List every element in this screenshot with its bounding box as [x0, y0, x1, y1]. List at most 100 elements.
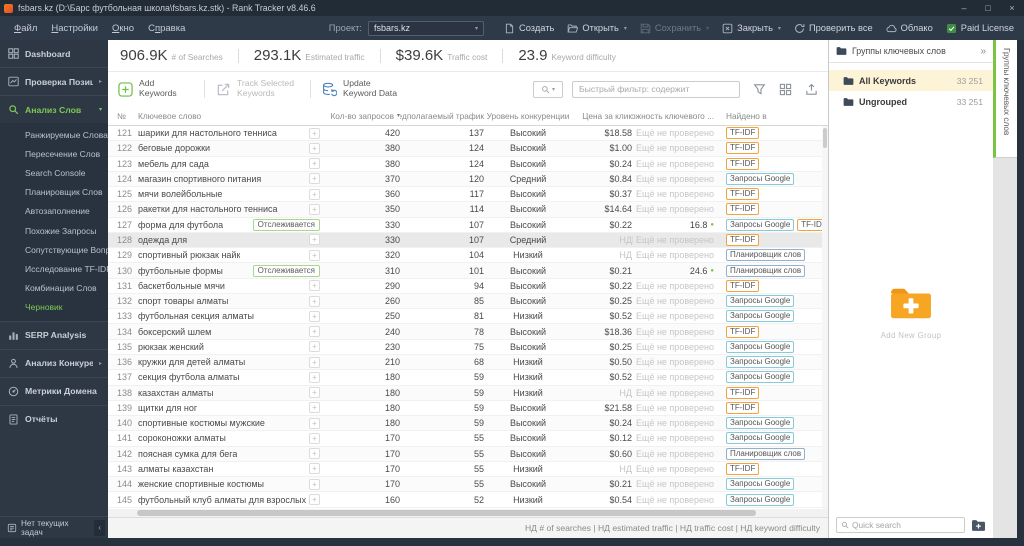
add-to-tracking-button[interactable]: + [309, 203, 320, 215]
maximize-button[interactable]: □ [985, 3, 991, 13]
filter-funnel-icon[interactable] [753, 83, 766, 96]
track-selected-button[interactable]: Track Selected Keywords [216, 78, 299, 99]
add-to-tracking-button[interactable]: + [309, 280, 320, 292]
table-row[interactable]: 127 форма для футбола Отслеживается 330 107 В… [108, 218, 828, 233]
sidebar-subitem-1[interactable]: Пересечение Слов [25, 148, 101, 159]
column-header-6[interactable]: Цена за клик [582, 110, 632, 121]
table-row[interactable]: 140 спортивные костюмы мужские +180 59 Высок… [108, 416, 828, 432]
vertical-scrollbar[interactable] [822, 126, 828, 509]
group-item-0[interactable]: All Keywords 33 251 [829, 70, 993, 91]
add-to-tracking-button[interactable]: + [309, 463, 320, 475]
menu-action-3[interactable]: Закрыть ▾ [722, 23, 781, 34]
export-icon[interactable] [805, 83, 818, 96]
table-row[interactable]: 124 магазин спортивного питания +370 120 Сре… [108, 171, 828, 188]
minimize-button[interactable]: – [961, 3, 967, 13]
table-row[interactable]: 129 спортивный рюкзак найк +320 104 Низкий НД… [108, 248, 828, 264]
table-row[interactable]: 123 мебель для сада +380 124 Высокий $0.24 Ещё… [108, 157, 828, 172]
add-to-tracking-button[interactable]: + [309, 402, 320, 414]
add-to-tracking-button[interactable]: + [309, 387, 320, 399]
menu-action-2[interactable]: Сохранить ▾ [640, 23, 709, 34]
table-row[interactable]: 121 шарики для настольного тенниса +420 137… [108, 126, 828, 142]
table-row[interactable]: 135 рюкзак женский +230 75 Высокий $0.25 Ещё н… [108, 340, 828, 355]
groups-vertical-tab[interactable]: Группы ключевых слов [993, 40, 1017, 158]
table-row[interactable]: 125 мячи волейбольные +360 117 Высокий $0.37 Е… [108, 187, 828, 203]
add-to-tracking-button[interactable]: + [309, 188, 320, 200]
add-to-tracking-button[interactable]: + [309, 356, 320, 368]
menu-action-6[interactable]: Paid License [946, 23, 1014, 34]
table-row[interactable]: 126 ракетки для настольного тенниса +350 11… [108, 202, 828, 218]
chevron-down-icon[interactable]: ▾ [777, 25, 781, 32]
table-row[interactable]: 143 алматы казахстан +170 55 Низкий НД Ещё не … [108, 462, 828, 478]
sidebar-item-b2[interactable]: Метрики Домена [0, 378, 108, 405]
column-header-5[interactable]: Уровень конкуренции [486, 110, 570, 121]
menubar-item-1[interactable]: Настройки [51, 22, 98, 34]
add-to-tracking-button[interactable]: + [309, 417, 320, 429]
table-row[interactable]: 138 казахстан алматы +180 59 Низкий НД Ещё не … [108, 385, 828, 401]
horizontal-scrollbar[interactable] [108, 509, 828, 517]
add-keywords-button[interactable]: Add Keywords [118, 78, 193, 99]
column-header-2[interactable]: Ключевое слово [138, 110, 202, 121]
table-row[interactable]: 122 беговые дорожки +380 124 Высокий $1.00 Ещё… [108, 141, 828, 157]
column-header-3[interactable]: Кол-во запросов ▾ [330, 110, 400, 121]
table-row[interactable]: 141 сороконожки алматы +170 55 Высокий $0.12 Е… [108, 431, 828, 447]
add-to-tracking-button[interactable]: + [309, 142, 320, 154]
sidebar-subitem-2[interactable]: Search Console [25, 167, 86, 178]
column-header-7[interactable]: Сложность ключевого ... [632, 110, 714, 121]
new-group-icon-button[interactable] [971, 519, 986, 532]
collapse-panel-button[interactable]: » [980, 45, 986, 57]
quick-filter-input[interactable] [572, 80, 740, 98]
chevron-down-icon[interactable]: ▾ [623, 25, 627, 32]
add-to-tracking-button[interactable]: + [309, 341, 320, 353]
menubar-item-2[interactable]: Окно [111, 22, 135, 34]
layout-grid-icon[interactable] [779, 83, 792, 96]
add-to-tracking-button[interactable]: + [309, 249, 320, 261]
sidebar-subitem-0[interactable]: Ранжируемые Слова [25, 129, 108, 140]
table-row[interactable]: 131 баскетбольные мячи +290 94 Высокий $0.22 Е… [108, 279, 828, 294]
add-to-tracking-button[interactable]: + [309, 371, 320, 383]
sidebar-subitem-9[interactable]: Черновик [25, 302, 63, 313]
column-header-4[interactable]: Предполагаемый трафик [400, 110, 484, 121]
add-to-tracking-button[interactable]: + [309, 326, 320, 338]
sidebar-item-2[interactable]: Анализ Слов ▾ [0, 96, 108, 123]
add-to-tracking-button[interactable]: + [309, 158, 320, 170]
scrollbar-thumb[interactable] [136, 510, 756, 516]
sidebar-subitem-4[interactable]: Автозаполнение [25, 206, 90, 217]
table-row[interactable]: 142 поясная сумка для бега +170 55 Высокий $0… [108, 446, 828, 462]
project-select[interactable]: fsbars.kz ▾ [368, 20, 485, 36]
menu-action-5[interactable]: Облако [886, 23, 933, 34]
table-row[interactable]: 128 одежда для +330 107 Средний НД Ещё не пров… [108, 232, 828, 249]
add-to-tracking-button[interactable]: + [309, 432, 320, 444]
scrollbar-thumb[interactable] [823, 128, 827, 148]
filter-type-select[interactable]: ▾ [533, 80, 563, 98]
add-to-tracking-button[interactable]: + [309, 310, 320, 322]
add-to-tracking-button[interactable]: + [309, 448, 320, 460]
sidebar-item-b1[interactable]: Анализ Конкурентов▸ [0, 350, 108, 377]
menu-action-4[interactable]: Проверить все [794, 23, 873, 34]
sidebar-subitem-3[interactable]: Планировщик Слов [25, 187, 103, 198]
sidebar-item-b3[interactable]: Отчёты [0, 406, 108, 433]
sidebar-item-b0[interactable]: SERP Analysis [0, 322, 108, 349]
column-header-1[interactable]: № [117, 110, 126, 121]
column-header-8[interactable]: Найдено в [726, 110, 767, 121]
quick-search-input[interactable] [852, 520, 960, 530]
table-row[interactable]: 133 футбольная секция алматы +250 81 Низкий $… [108, 309, 828, 325]
menubar-item-0[interactable]: Файл [14, 22, 38, 34]
add-to-tracking-button[interactable]: + [309, 234, 320, 246]
menubar-item-3[interactable]: Справка [148, 22, 186, 34]
table-row[interactable]: 134 боксерский шлем +240 78 Высокий $18.36 Ещё… [108, 324, 828, 340]
table-row[interactable]: 139 щитки для ног +180 59 Высокий $21.58 Ещё н… [108, 401, 828, 417]
sidebar-item-0[interactable]: Dashboard [0, 40, 108, 67]
menu-action-1[interactable]: Открыть ▾ [567, 23, 627, 34]
add-to-tracking-button[interactable]: + [309, 478, 320, 490]
add-to-tracking-button[interactable]: + [309, 494, 320, 505]
sidebar-subitem-8[interactable]: Комбинации Слов [25, 283, 97, 294]
table-row[interactable]: 136 кружки для детей алматы +210 68 Низкий $0… [108, 354, 828, 371]
add-to-tracking-button[interactable]: + [309, 127, 320, 139]
update-keyword-data-button[interactable]: Update Keyword Data [322, 78, 405, 99]
sidebar-subitem-5[interactable]: Похожие Запросы [25, 225, 97, 236]
table-row[interactable]: 137 секция футбола алматы +180 59 Низкий $0.5… [108, 370, 828, 386]
close-button[interactable]: × [1009, 3, 1015, 13]
table-row[interactable]: 130 футбольные формы Отслеживается 310 101 Вы… [108, 263, 828, 279]
add-to-tracking-button[interactable]: + [309, 295, 320, 307]
table-row[interactable]: 145 футбольный клуб алматы для взрослых +1… [108, 492, 828, 508]
